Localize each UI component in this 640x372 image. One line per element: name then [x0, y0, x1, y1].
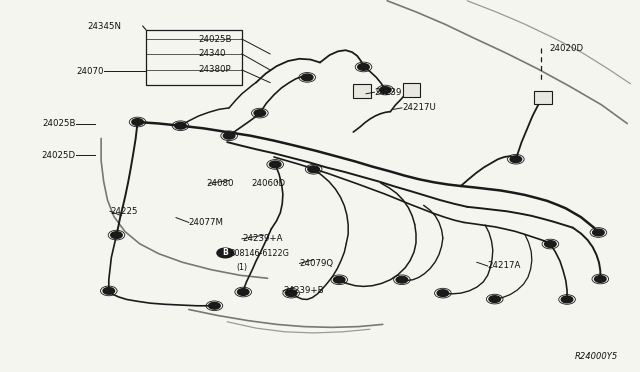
Circle shape [285, 290, 297, 296]
Text: 24025B: 24025B [198, 35, 232, 44]
Text: B08146-6122G: B08146-6122G [229, 249, 289, 258]
Text: 24217U: 24217U [402, 103, 436, 112]
Text: 24239+B: 24239+B [283, 286, 323, 295]
Circle shape [254, 110, 266, 116]
Bar [146, 30, 242, 85]
Circle shape [593, 229, 604, 236]
Text: B: B [223, 248, 228, 257]
Text: (1): (1) [237, 263, 248, 272]
Circle shape [132, 119, 143, 125]
Text: 24070: 24070 [77, 67, 104, 76]
Circle shape [396, 276, 408, 283]
Circle shape [489, 296, 500, 302]
Text: 24225: 24225 [110, 207, 138, 216]
Text: 24079Q: 24079Q [300, 259, 333, 268]
Text: R24000Y5: R24000Y5 [574, 352, 618, 361]
Circle shape [358, 64, 369, 70]
Circle shape [380, 87, 391, 93]
Circle shape [308, 166, 319, 173]
Text: 24217A: 24217A [488, 262, 521, 270]
Bar [534, 91, 552, 104]
Circle shape [269, 161, 281, 168]
Text: 24025D: 24025D [42, 151, 76, 160]
Text: 24340: 24340 [198, 49, 226, 58]
Text: 24239: 24239 [374, 88, 402, 97]
Circle shape [111, 232, 122, 238]
Text: 24020D: 24020D [549, 44, 583, 53]
Circle shape [595, 276, 606, 282]
Text: 24380P: 24380P [198, 65, 231, 74]
Bar [353, 84, 371, 98]
Circle shape [217, 248, 234, 258]
Text: 24060D: 24060D [251, 179, 285, 188]
Circle shape [301, 74, 313, 81]
Circle shape [237, 289, 249, 295]
Circle shape [175, 122, 186, 129]
Circle shape [437, 290, 449, 296]
Circle shape [103, 288, 115, 294]
Text: 24077M: 24077M [189, 218, 224, 227]
Text: 24025B: 24025B [42, 119, 76, 128]
Circle shape [333, 276, 345, 283]
Circle shape [510, 156, 522, 163]
Text: 24080: 24080 [206, 179, 234, 188]
Circle shape [209, 302, 220, 309]
Circle shape [561, 296, 573, 303]
Circle shape [545, 241, 556, 247]
Text: 24239+A: 24239+A [242, 234, 282, 243]
Circle shape [223, 132, 235, 139]
Text: 24345N: 24345N [88, 22, 122, 31]
Bar [403, 83, 420, 97]
